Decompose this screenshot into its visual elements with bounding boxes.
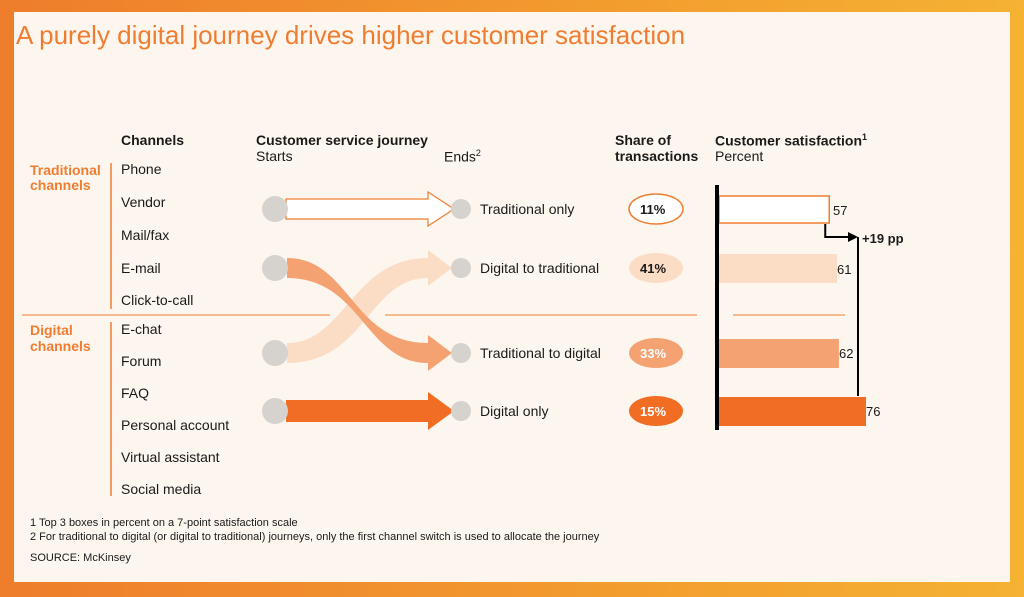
channel-item: FAQ [121,385,150,401]
footnote: 2 For traditional to digital (or digital… [30,531,600,543]
ends-label: Ends2 [444,148,481,165]
end-circle [451,401,471,421]
difference-annotation: +19 pp [862,231,904,246]
channel-item: Vendor [121,194,166,210]
bar-value-label: 61 [837,262,852,277]
journey-end-label: Digital to traditional [480,260,600,276]
journey-arrow [286,392,454,430]
digital-group-label-line2: channels [30,338,91,354]
journey-end-label: Traditional to digital [480,345,601,361]
digital-group-label-line1: Digital [30,322,73,338]
channel-item: Forum [121,353,162,369]
slide-card [14,12,1010,582]
channel-item: Personal account [121,417,230,433]
traditional-group-label-line2: channels [30,177,91,193]
satisfaction-bar [719,339,839,368]
channel-item: Mail/fax [121,227,170,243]
share-header-line2: transactions [615,148,699,164]
journey-end-label: Digital only [480,403,549,419]
channel-item: Click-to-call [121,292,194,308]
bar-value-label: 57 [833,203,848,218]
journey-arrow [285,190,456,228]
share-label: 11% [640,202,666,217]
share-pill [629,253,683,283]
satisfaction-bar [719,254,837,283]
end-circle [451,258,471,278]
difference-arrowhead [848,232,858,242]
channel-item: Phone [121,161,162,177]
channel-item: E-chat [121,321,162,337]
channels-header: Channels [121,132,185,148]
starts-label: Starts [256,148,293,164]
start-circle [262,398,288,424]
channel-item: Virtual assistant [121,449,220,465]
share-label: 15% [640,404,667,419]
satisfaction-bar [718,195,830,224]
share-pill [629,338,683,368]
share-label: 33% [640,346,667,361]
share-label: 41% [640,261,667,276]
percent-label: Percent [715,148,764,164]
share-pill [628,193,684,225]
share-pill [629,396,683,426]
traditional-group-label-line1: Traditional [30,162,101,178]
source-note: SOURCE: McKinsey [30,552,131,564]
satisfaction-bar [719,397,866,426]
end-circle [451,343,471,363]
difference-bracket [824,224,850,238]
bar-value-label: 76 [866,404,881,419]
bar-value-label: 62 [839,346,854,361]
start-circle [262,255,288,281]
end-circle [451,199,471,219]
page-title: A purely digital journey drives higher c… [16,20,686,50]
journey-end-label: Traditional only [480,201,575,217]
start-circle [262,340,288,366]
journey-arrow [287,250,452,363]
journey-arrow [287,258,452,371]
channel-item: E-mail [121,260,161,276]
footnote: 1 Top 3 boxes in percent on a 7-point sa… [30,517,298,529]
share-header-line1: Share of [615,132,672,148]
journey-header: Customer service journey [256,132,428,148]
channel-item: Social media [121,481,202,497]
start-circle [262,196,288,222]
satisfaction-header: Customer satisfaction1 [715,132,868,149]
